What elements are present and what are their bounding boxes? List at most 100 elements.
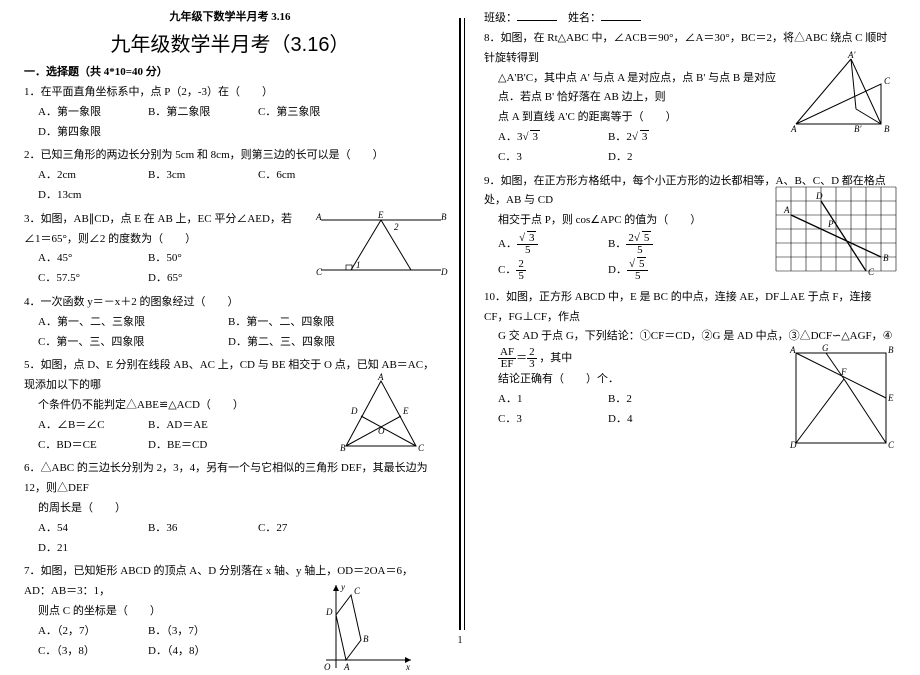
q10-opt-a: A．1 (498, 390, 598, 410)
left-column: 九年级下数学半月考 3.16 九年级数学半月考（3.16） 一．选择题（共 4*… (0, 0, 460, 650)
question-5: 5．如图，点 D、E 分别在线段 AB、AC 上，CD 与 BE 相交于 O 点… (24, 356, 436, 455)
question-7: 7．如图，已知矩形 ABCD 的顶点 A、D 分别落在 x 轴、y 轴上，OD＝… (24, 562, 436, 661)
svg-text:D: D (440, 267, 448, 277)
question-2: 2．已知三角形的两边长分别为 5cm 和 8cm，则第三边的长可以是（ ） A．… (24, 146, 436, 205)
question-1: 1．在平面直角坐标系中，点 P（2，-3）在（ ） A．第一象限 B．第二象限 … (24, 83, 436, 142)
q3-figure: A E B C D 2 1 (316, 210, 446, 280)
q8-stem2: △A'B'C，其中点 A' 与点 A 是对应点，点 B' 与点 B 是对应点．若… (484, 69, 788, 109)
q8-opt-c: C．3 (498, 148, 598, 168)
q1-opt-c: C．第三象限 (258, 103, 358, 123)
svg-text:A: A (783, 205, 790, 215)
header-right: 班级： 姓名： (484, 8, 896, 25)
q5-opt-a: A．∠B＝∠C (38, 416, 138, 436)
q6-opt-b: B．36 (148, 519, 248, 539)
svg-text:C: C (884, 76, 891, 86)
question-3: 3．如图，AB∥CD，点 E 在 AB 上，EC 平分∠AED，若∠1＝65°，… (24, 210, 436, 289)
q9-opt-c: C．25 (498, 257, 598, 283)
q6-opt-d: D．21 (38, 539, 138, 559)
svg-text:P: P (827, 219, 834, 229)
svg-text:C: C (316, 267, 323, 277)
q1-opt-b: B．第二象限 (148, 103, 248, 123)
svg-text:A: A (315, 212, 322, 222)
q10-opt-c: C．3 (498, 410, 598, 430)
svg-text:F: F (840, 367, 847, 377)
q9-opt-a: A．35 (498, 231, 598, 257)
svg-text:B: B (340, 443, 346, 453)
svg-text:B': B' (854, 124, 862, 134)
page-number: 1 (458, 635, 463, 646)
q2-opt-d: D．13cm (38, 186, 138, 206)
q5-figure: A D E O B C (336, 376, 426, 451)
q9-figure: A B C D P (776, 187, 896, 272)
svg-text:y: y (340, 582, 345, 592)
q10-figure: A B C D E F G (786, 343, 896, 453)
svg-text:E: E (402, 406, 409, 416)
q6-stem1: 6．△ABC 的三边长分别为 2，3，4，另有一个与它相似的三角形 DEF，其最… (24, 459, 436, 499)
name-label: 姓名： (568, 12, 601, 24)
q8-opt-a: A．33 (498, 128, 598, 148)
q1-stem: 1．在平面直角坐标系中，点 P（2，-3）在（ ） (24, 83, 436, 103)
q8-figure: A B C A' B' (786, 54, 906, 134)
q2-opt-c: C．6cm (258, 166, 358, 186)
question-8: 8．如图，在 Rt△ABC 中，∠ACB＝90°，∠A＝30°，BC＝2，将△A… (484, 29, 896, 168)
q5-opt-b: B．AD＝AE (148, 416, 248, 436)
q1-opt-a: A．第一象限 (38, 103, 138, 123)
class-label: 班级： (484, 12, 517, 24)
q2-opt-b: B．3cm (148, 166, 248, 186)
q4-opt-a: A．第一、二、三象限 (38, 313, 218, 333)
question-10: 10．如图，正方形 ABCD 中，E 是 BC 的中点，连接 AE，DF⊥AE … (484, 288, 896, 430)
q7-opt-a: A．（2，7） (38, 622, 138, 642)
svg-text:A: A (789, 345, 796, 355)
q8-opt-d: D．2 (608, 148, 708, 168)
q7-opt-d: D．（4，8） (148, 642, 248, 662)
question-4: 4．一次函数 y＝－x＋2 的图象经过（ ） A．第一、二、三象限 B．第一、二… (24, 293, 436, 352)
svg-text:C: C (354, 586, 361, 596)
name-blank (601, 8, 641, 21)
q7-figure: O Ax y D C B (306, 580, 416, 675)
question-9: 9．如图，在正方形方格纸中，每个小正方形的边长都相等，A、B、C、D 都在格点处… (484, 172, 896, 284)
q1-opt-d: D．第四象限 (38, 123, 138, 143)
q10-stem1: 10．如图，正方形 ABCD 中，E 是 BC 的中点，连接 AE，DF⊥AE … (484, 288, 896, 328)
svg-text:A: A (343, 662, 350, 672)
q2-stem: 2．已知三角形的两边长分别为 5cm 和 8cm，则第三边的长可以是（ ） (24, 146, 436, 166)
svg-text:D: D (325, 607, 333, 617)
svg-text:A': A' (847, 50, 856, 60)
q10-opt-b: B．2 (608, 390, 708, 410)
svg-text:C: C (418, 443, 425, 453)
q3-opt-d: D．65° (148, 269, 248, 289)
q3-stem: 3．如图，AB∥CD，点 E 在 AB 上，EC 平分∠AED，若∠1＝65°，… (24, 210, 294, 250)
q7-opt-c: C．（3，8） (38, 642, 138, 662)
svg-text:B: B (884, 124, 890, 134)
svg-text:E: E (887, 393, 894, 403)
svg-text:A: A (790, 124, 797, 134)
section-1-head: 一．选择题（共 4*10=40 分） (24, 63, 436, 79)
right-column: 班级： 姓名： 8．如图，在 Rt△ABC 中，∠ACB＝90°，∠A＝30°，… (460, 0, 920, 650)
q8-opt-b: B．23 (608, 128, 708, 148)
q6-stem2: 的周长是（ ） (24, 499, 436, 519)
q3-opt-a: A．45° (38, 249, 138, 269)
svg-text:D: D (789, 440, 797, 450)
svg-text:O: O (378, 426, 385, 436)
q7-opt-b: B．（3，7） (148, 622, 248, 642)
q4-stem: 4．一次函数 y＝－x＋2 的图象经过（ ） (24, 293, 436, 313)
q4-opt-d: D．第二、三、四象限 (228, 333, 408, 353)
q10-frac: AFEF (498, 347, 516, 370)
svg-text:D: D (350, 406, 358, 416)
q4-opt-c: C．第一、三、四象限 (38, 333, 218, 353)
q2-opt-a: A．2cm (38, 166, 138, 186)
svg-text:1: 1 (356, 260, 361, 270)
svg-text:C: C (868, 267, 875, 277)
svg-text:C: C (888, 440, 895, 450)
svg-text:B: B (883, 253, 889, 263)
q4-opt-b: B．第一、二、四象限 (228, 313, 408, 333)
q5-opt-c: C．BD＝CE (38, 436, 138, 456)
svg-text:x: x (405, 662, 410, 672)
q9-opt-d: D．55 (608, 257, 708, 283)
q5-opt-d: D．BE＝CD (148, 436, 248, 456)
svg-text:B: B (363, 634, 369, 644)
svg-text:2: 2 (394, 222, 399, 232)
svg-text:B: B (888, 345, 894, 355)
class-blank (517, 8, 557, 21)
q3-opt-c: C．57.5° (38, 269, 138, 289)
q9-opt-b: B．255 (608, 231, 708, 257)
